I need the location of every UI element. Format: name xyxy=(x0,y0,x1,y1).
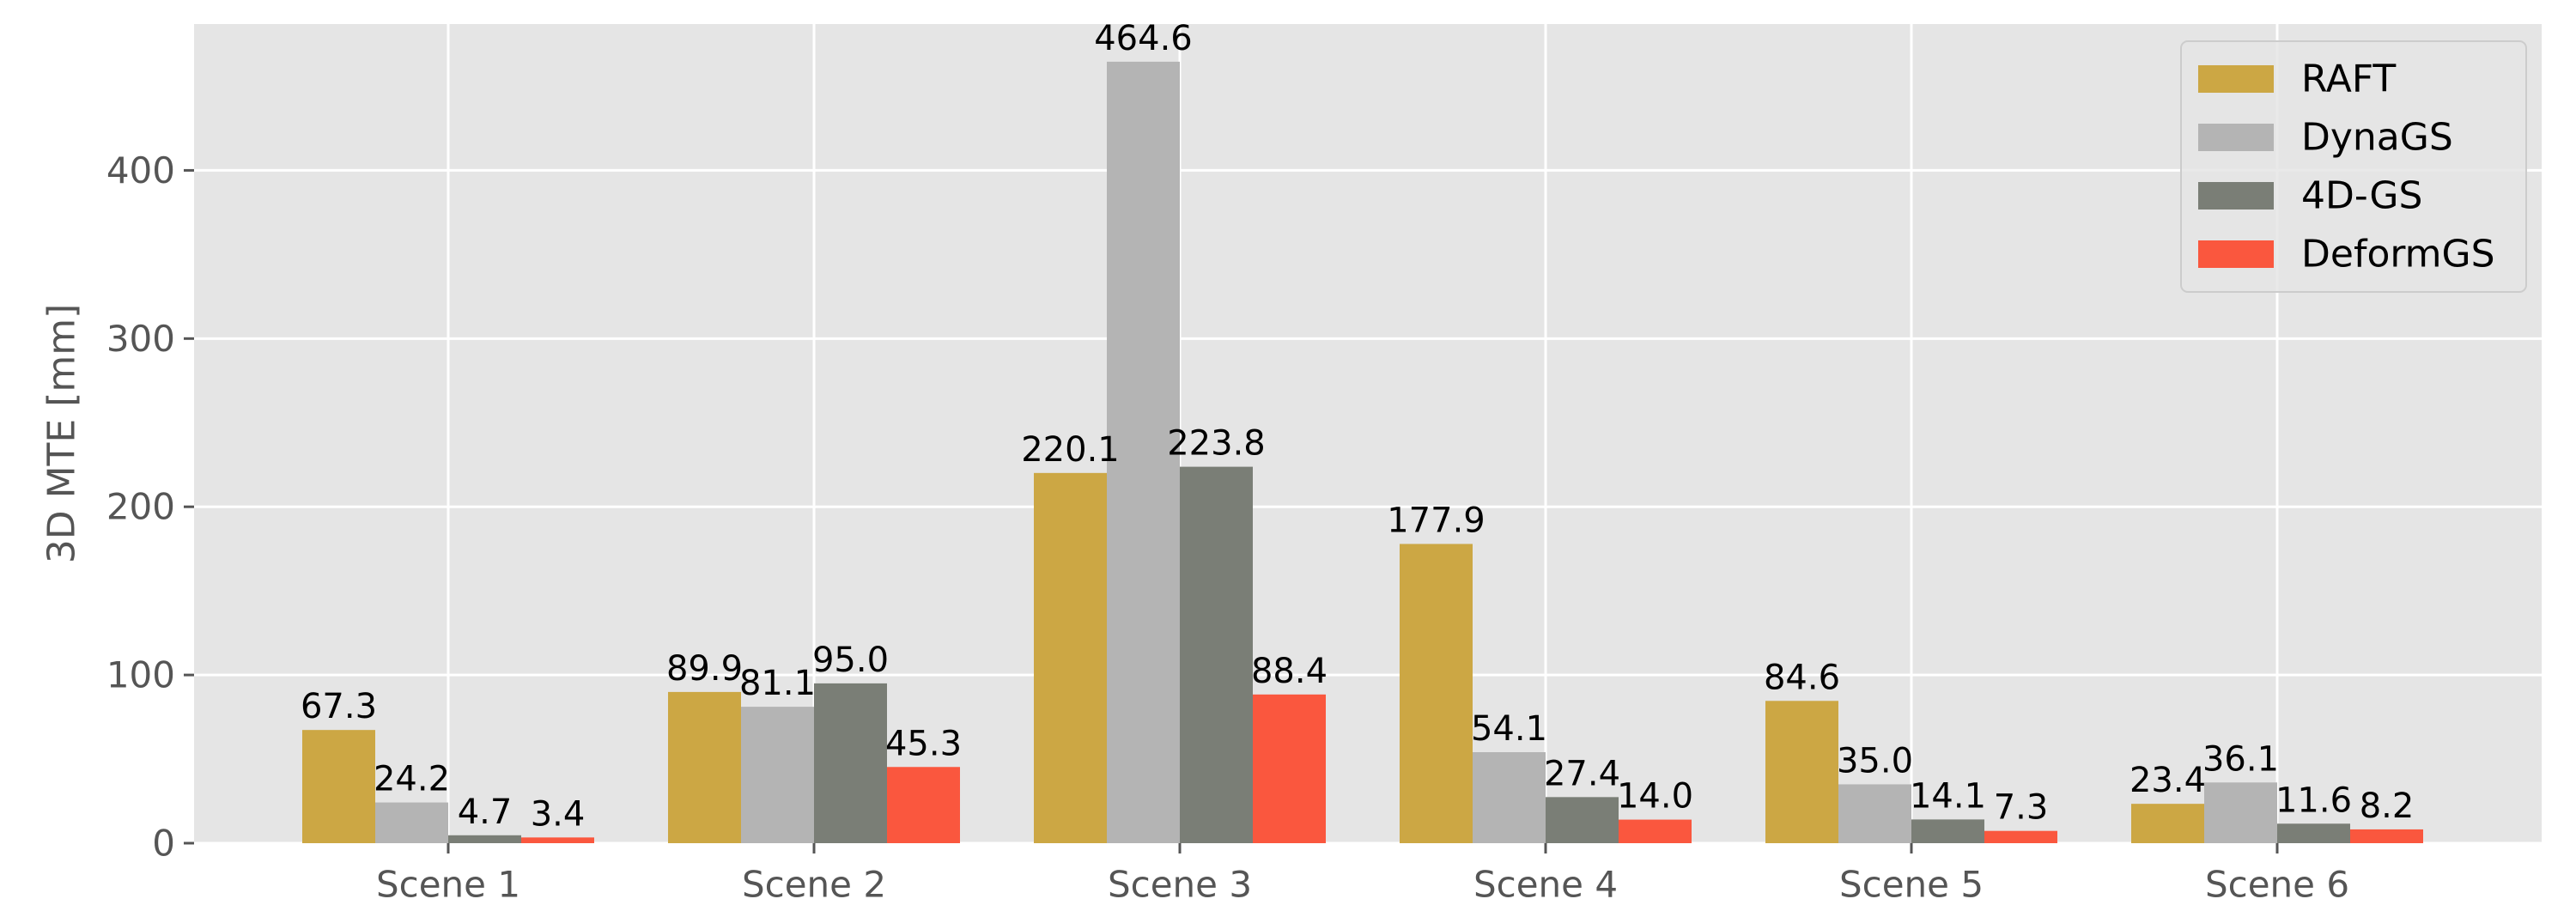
bar-raft xyxy=(1765,701,1838,843)
data-label: 45.3 xyxy=(885,724,962,763)
data-label: 14.0 xyxy=(1617,777,1693,817)
bar-dynags xyxy=(741,707,814,843)
data-label: 23.4 xyxy=(2129,761,2206,800)
legend-swatch xyxy=(2198,240,2274,268)
bar-dynags xyxy=(1107,61,1180,844)
legend-swatch xyxy=(2198,65,2274,93)
bar-4d-gs xyxy=(814,683,887,843)
data-label: 223.8 xyxy=(1167,424,1266,464)
data-label: 81.1 xyxy=(739,664,816,703)
bar-4d-gs xyxy=(1911,819,1984,843)
x-tick-label: Scene 4 xyxy=(1473,864,1618,902)
data-label: 84.6 xyxy=(1764,658,1840,697)
data-label: 177.9 xyxy=(1387,501,1485,541)
data-label: 11.6 xyxy=(2275,780,2352,820)
x-tick-label: Scene 5 xyxy=(1839,864,1984,902)
bar-4d-gs xyxy=(1546,797,1619,843)
bar-raft xyxy=(1034,472,1107,843)
data-label: 220.1 xyxy=(1021,430,1120,470)
data-label: 14.1 xyxy=(1910,776,1986,816)
bar-deformgs xyxy=(1619,819,1692,843)
bar-4d-gs xyxy=(448,835,521,843)
legend-label: DeformGS xyxy=(2301,233,2495,276)
x-tick-label: Scene 1 xyxy=(376,864,520,902)
legend-label: DynaGS xyxy=(2301,116,2453,160)
legend-swatch xyxy=(2198,182,2274,210)
data-label: 24.2 xyxy=(374,760,450,799)
data-label: 464.6 xyxy=(1094,19,1193,58)
bar-raft xyxy=(1400,544,1473,843)
bar-4d-gs xyxy=(2277,823,2350,843)
legend-label: 4D-GS xyxy=(2301,174,2422,218)
bar-dynags xyxy=(375,802,448,843)
bar-deformgs xyxy=(887,767,960,843)
data-label: 67.3 xyxy=(301,687,377,726)
bar-deformgs xyxy=(1253,694,1326,843)
bar-raft xyxy=(302,730,375,843)
y-tick-label: 0 xyxy=(152,823,175,865)
y-tick-label: 200 xyxy=(106,486,175,528)
data-label: 3.4 xyxy=(531,794,586,834)
data-label: 54.1 xyxy=(1471,709,1547,749)
x-tick-label: Scene 2 xyxy=(742,864,886,902)
y-tick-label: 300 xyxy=(106,318,175,360)
bar-deformgs xyxy=(2350,829,2423,843)
bars xyxy=(302,61,2423,844)
legend[interactable]: RAFT DynaGS 4D-GS DeformGS xyxy=(2180,40,2527,293)
legend-label: RAFT xyxy=(2301,58,2396,101)
bar-dynags xyxy=(1473,752,1546,843)
data-label: 4.7 xyxy=(458,793,513,832)
data-label: 89.9 xyxy=(666,649,743,689)
legend-swatch xyxy=(2198,124,2274,151)
data-label: 95.0 xyxy=(812,641,889,680)
data-label: 7.3 xyxy=(1994,788,2049,828)
bar-4d-gs xyxy=(1180,466,1253,843)
x-tick-label: Scene 3 xyxy=(1108,864,1252,902)
data-labels: 67.3 89.9 220.1 177.9 84.6 23.4 24.2 81.1 464.6 5… xyxy=(301,19,2414,834)
data-label: 88.4 xyxy=(1251,652,1327,691)
data-label: 8.2 xyxy=(2360,787,2415,826)
bar-raft xyxy=(668,691,741,843)
bar-deformgs xyxy=(1984,830,2057,843)
data-label: 36.1 xyxy=(2202,739,2279,779)
bar-raft xyxy=(2131,804,2204,843)
data-label: 27.4 xyxy=(1544,754,1620,793)
plot-background xyxy=(194,24,2542,843)
y-axis-label: 3D MTE [mm] xyxy=(40,304,84,564)
x-tick-label: Scene 6 xyxy=(2205,864,2349,902)
data-label: 35.0 xyxy=(1837,741,1913,780)
y-tick-label: 400 xyxy=(106,149,175,191)
axes: 0 100 200 300 400 Scene 1 Scene 2 Scene 3 Scene … xyxy=(106,149,2349,905)
bar-dynags xyxy=(1838,784,1911,843)
legend-box xyxy=(2180,40,2527,293)
y-tick-label: 100 xyxy=(106,654,175,696)
bar-dynags xyxy=(2204,782,2277,843)
bar-deformgs xyxy=(521,837,594,843)
